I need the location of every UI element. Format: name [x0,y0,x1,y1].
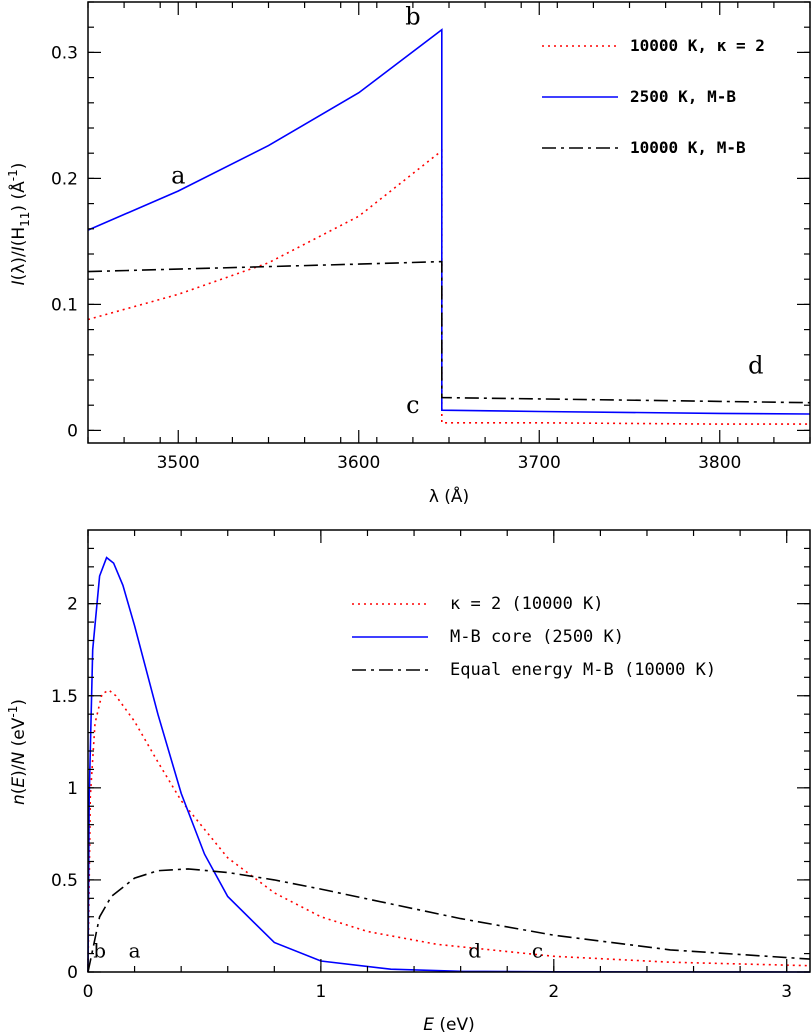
top-legend-label: 10000 K, M-B [630,138,746,157]
top-y-axis-label: I(λ)/I(H11) (Å-1) [6,163,32,286]
bottom-x-tick-label: 1 [315,982,326,1002]
bottom-y-tick-label: 2 [67,595,78,615]
bottom-x-axis-label: E (eV) [423,1015,475,1035]
bottom-x-tick-label: 2 [548,982,559,1002]
bottom-x-tick-label: 0 [83,982,94,1002]
bottom-y-tick-label: 1.5 [51,687,78,707]
bottom-x-tick-label: 3 [781,982,792,1002]
top-panel: 3500 3600 3700 3800 0 0.1 0.2 0.3 10000 K, κ = … [6,1,811,507]
bottom-series-1-line [87,689,811,973]
bottom-annotation-d: d [468,938,481,962]
bottom-plot-series [87,556,811,973]
top-annotation-b: b [405,3,420,31]
top-y-tick-label: 0.3 [51,43,78,63]
bottom-series-3-line [87,868,811,973]
bottom-annotation-a: a [129,938,141,962]
top-legend-label: 10000 K, κ = 2 [630,36,765,55]
bottom-legend-label: κ = 2 (10000 K) [450,594,604,614]
top-y-tick-label: 0.2 [51,169,78,189]
bottom-legend-label: Equal energy M-B (10000 K) [450,660,716,680]
top-legend-label: 2500 K, M-B [630,87,736,106]
bottom-ticks [87,530,810,973]
bottom-y-tick-label: 1 [67,779,78,799]
top-annotations: a b c d [171,3,763,419]
bottom-annotation-c: c [532,938,543,962]
top-x-tick-label: 3700 [518,453,561,473]
bottom-annotation-b: b [93,938,106,962]
top-x-tick-label: 3500 [157,453,200,473]
bottom-y-tick-label: 0 [67,963,78,983]
top-x-tick-label: 3800 [698,453,741,473]
top-ticks [87,1,811,443]
top-series-1-line [87,149,810,425]
top-x-tick-label: 3600 [337,453,380,473]
top-y-tick-label: 0.1 [51,295,78,315]
bottom-tick-labels: 0 1 2 3 0 0.5 1 1.5 2 [51,595,792,1002]
top-series-3-line [87,260,811,404]
top-annotation-d: d [748,352,763,380]
bottom-legend: κ = 2 (10000 K) M-B core (2500 K) Equal en… [352,594,716,680]
top-annotation-a: a [171,161,185,189]
bottom-plot-frame [87,529,811,973]
bottom-y-axis-label: n(E)/N (eV-1) [6,699,29,805]
top-series-2-line [87,28,811,415]
top-tick-labels: 3500 3600 3700 3800 0 0.1 0.2 0.3 [51,43,741,473]
top-plot-series [87,28,811,425]
bottom-y-tick-label: 0.5 [51,871,78,891]
top-y-tick-label: 0 [67,421,78,441]
top-plot-frame [87,1,811,444]
bottom-panel: 0 1 2 3 0 0.5 1 1.5 2 κ = 2 (10000 K) M-B core (2… [6,529,811,1035]
top-annotation-c: c [406,391,419,419]
bottom-series-2-line [87,556,811,973]
top-x-axis-label: λ (Å) [429,485,469,507]
top-legend: 10000 K, κ = 2 2500 K, M-B 10000 K, M-B [542,36,765,157]
bottom-legend-label: M-B core (2500 K) [450,627,624,647]
